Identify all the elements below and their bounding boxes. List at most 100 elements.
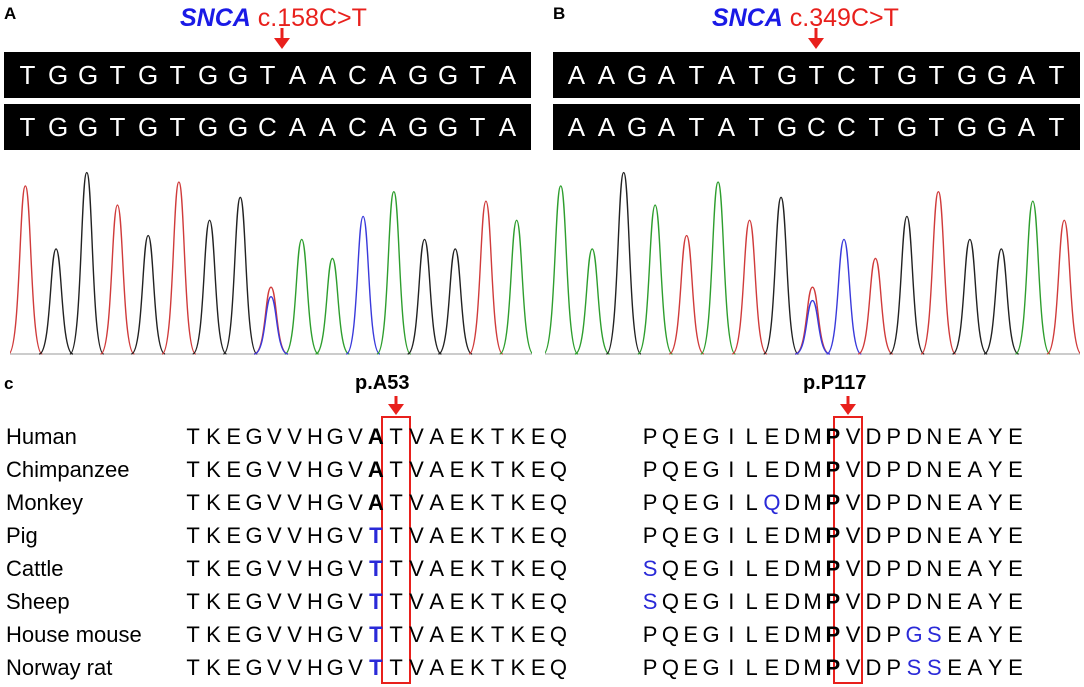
residue: A bbox=[429, 589, 445, 614]
panel-b-top-base: G bbox=[777, 59, 798, 90]
residue: D bbox=[784, 457, 801, 482]
residue: Q bbox=[661, 424, 679, 449]
panel-a-top-base: A bbox=[378, 59, 397, 90]
panel-b-bottom-base: G bbox=[777, 111, 798, 142]
panel-b-trace-peak bbox=[668, 234, 705, 355]
residue: D bbox=[784, 556, 801, 581]
residue: T bbox=[369, 589, 383, 614]
panel-a-trace-peak bbox=[284, 238, 320, 355]
residue: T bbox=[490, 490, 505, 515]
residue: V bbox=[409, 622, 424, 647]
panel-a-bottom-base: T bbox=[169, 111, 186, 142]
residue: V bbox=[348, 424, 363, 449]
residue: P bbox=[825, 490, 841, 515]
residue: D bbox=[906, 556, 922, 581]
panel-b-bottom-base: G bbox=[987, 111, 1008, 142]
residue: P bbox=[886, 556, 902, 581]
residue: E bbox=[947, 457, 962, 482]
residue: E bbox=[226, 556, 242, 581]
panel-b-top-base: T bbox=[1048, 59, 1065, 90]
residue: E bbox=[530, 424, 546, 449]
panel-b-bottom-base: A bbox=[657, 111, 676, 142]
residue: E bbox=[530, 523, 546, 548]
panel-b-gene: SNCA bbox=[712, 4, 783, 32]
residue: S bbox=[906, 655, 922, 680]
residue: V bbox=[409, 556, 424, 581]
residue: E bbox=[764, 589, 780, 614]
residue: H bbox=[306, 523, 323, 548]
residue: D bbox=[906, 490, 922, 515]
residue: N bbox=[926, 490, 943, 515]
panel-a-trace-peak bbox=[161, 181, 197, 355]
residue: E bbox=[449, 424, 465, 449]
residue: G bbox=[702, 490, 720, 515]
residue: A bbox=[967, 424, 983, 449]
panel-a-top-base: A bbox=[318, 59, 337, 90]
residue: D bbox=[906, 424, 922, 449]
residue: I bbox=[728, 556, 735, 581]
residue: G bbox=[245, 589, 263, 614]
panel-b-top-base: T bbox=[748, 59, 765, 90]
residue: Y bbox=[987, 556, 1003, 581]
residue: T bbox=[490, 556, 505, 581]
panel-b-top-base: T bbox=[688, 59, 705, 90]
residue: I bbox=[728, 622, 735, 647]
residue: P bbox=[886, 424, 902, 449]
residue: K bbox=[469, 589, 485, 614]
residue: L bbox=[745, 622, 758, 647]
residue: A bbox=[429, 655, 445, 680]
residue: D bbox=[865, 655, 882, 680]
panel-b-trace-peak bbox=[951, 238, 988, 355]
residue: P bbox=[886, 589, 902, 614]
residue: E bbox=[1008, 490, 1023, 515]
panel-a-trace-peak bbox=[192, 219, 228, 355]
panel-a-trace-peak bbox=[69, 171, 105, 355]
residue: N bbox=[926, 589, 943, 614]
residue: K bbox=[510, 490, 526, 515]
residue: E bbox=[683, 622, 699, 647]
residue: S bbox=[926, 622, 942, 647]
residue: E bbox=[683, 556, 699, 581]
residue: A bbox=[967, 622, 983, 647]
residue: V bbox=[845, 457, 861, 482]
panel-b-letter: B bbox=[553, 4, 566, 23]
residue: G bbox=[702, 424, 720, 449]
residue: A bbox=[429, 424, 445, 449]
residue: K bbox=[469, 655, 485, 680]
residue: A bbox=[367, 490, 384, 515]
residue: G bbox=[245, 523, 263, 548]
residue: Q bbox=[763, 490, 781, 515]
residue: D bbox=[784, 589, 801, 614]
residue: K bbox=[510, 424, 526, 449]
residue: V bbox=[266, 457, 282, 482]
residue: G bbox=[702, 655, 720, 680]
panel-a-trace-peak bbox=[130, 234, 166, 355]
residue: E bbox=[226, 523, 242, 548]
residue: A bbox=[367, 424, 384, 449]
residue: V bbox=[287, 523, 302, 548]
residue: V bbox=[266, 523, 282, 548]
residue: G bbox=[326, 655, 344, 680]
residue: T bbox=[490, 424, 505, 449]
panel-b-bottom-base: C bbox=[807, 111, 826, 142]
residue: K bbox=[469, 523, 485, 548]
residue: K bbox=[510, 589, 526, 614]
residue: G bbox=[245, 556, 263, 581]
residue: V bbox=[409, 424, 424, 449]
residue: G bbox=[326, 424, 344, 449]
residue: T bbox=[389, 556, 403, 581]
residue: A bbox=[967, 589, 983, 614]
residue: V bbox=[287, 457, 302, 482]
residue: V bbox=[845, 622, 861, 647]
panel-a-trace-peak bbox=[437, 248, 473, 355]
residue: I bbox=[728, 490, 735, 515]
panel-a-top-base: G bbox=[78, 59, 99, 90]
residue: D bbox=[784, 655, 801, 680]
residue: E bbox=[530, 622, 546, 647]
residue: E bbox=[1008, 457, 1023, 482]
